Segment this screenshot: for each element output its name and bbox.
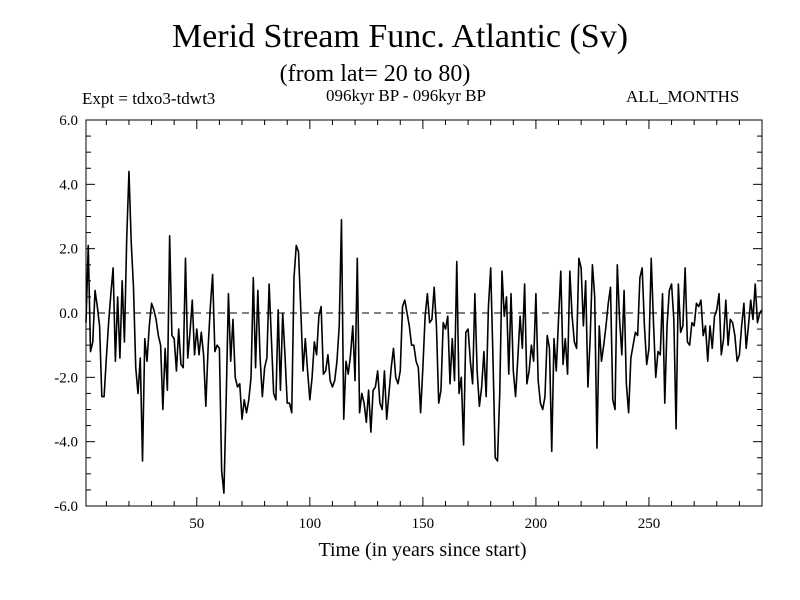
y-tick-label: 0.0 bbox=[59, 306, 78, 322]
x-tick-label: 250 bbox=[638, 516, 661, 532]
experiment-label: Expt = tdxo3-tdwt3 bbox=[82, 89, 216, 108]
y-tick-label: -2.0 bbox=[54, 370, 78, 386]
x-tick-label: 50 bbox=[189, 516, 204, 532]
axis-tick-labels: -6.0 -4.0 -2.0 0.0 2.0 4.0 6.0 50 100 150 200 250 bbox=[54, 113, 660, 532]
y-tick-label: 2.0 bbox=[59, 242, 78, 258]
x-tick-label: 100 bbox=[299, 516, 322, 532]
x-tick-label: 200 bbox=[525, 516, 548, 532]
y-tick-label: -6.0 bbox=[54, 499, 78, 515]
y-tick-label: 6.0 bbox=[59, 113, 78, 129]
series-line bbox=[85, 170, 763, 494]
chart-subtitle: (from lat= 20 to 80) bbox=[279, 61, 471, 87]
months-label: ALL_MONTHS bbox=[626, 87, 740, 106]
y-tick-label: -4.0 bbox=[54, 435, 78, 451]
y-tick-label: 4.0 bbox=[59, 177, 78, 193]
x-tick-label: 150 bbox=[412, 516, 435, 532]
chart-title: Merid Stream Func. Atlantic (Sv) bbox=[171, 18, 629, 55]
axis-ticks bbox=[86, 119, 763, 507]
period-label: 096kyr BP - 096kyr BP bbox=[326, 86, 486, 105]
x-axis-label: Time (in years since start) bbox=[318, 539, 527, 561]
